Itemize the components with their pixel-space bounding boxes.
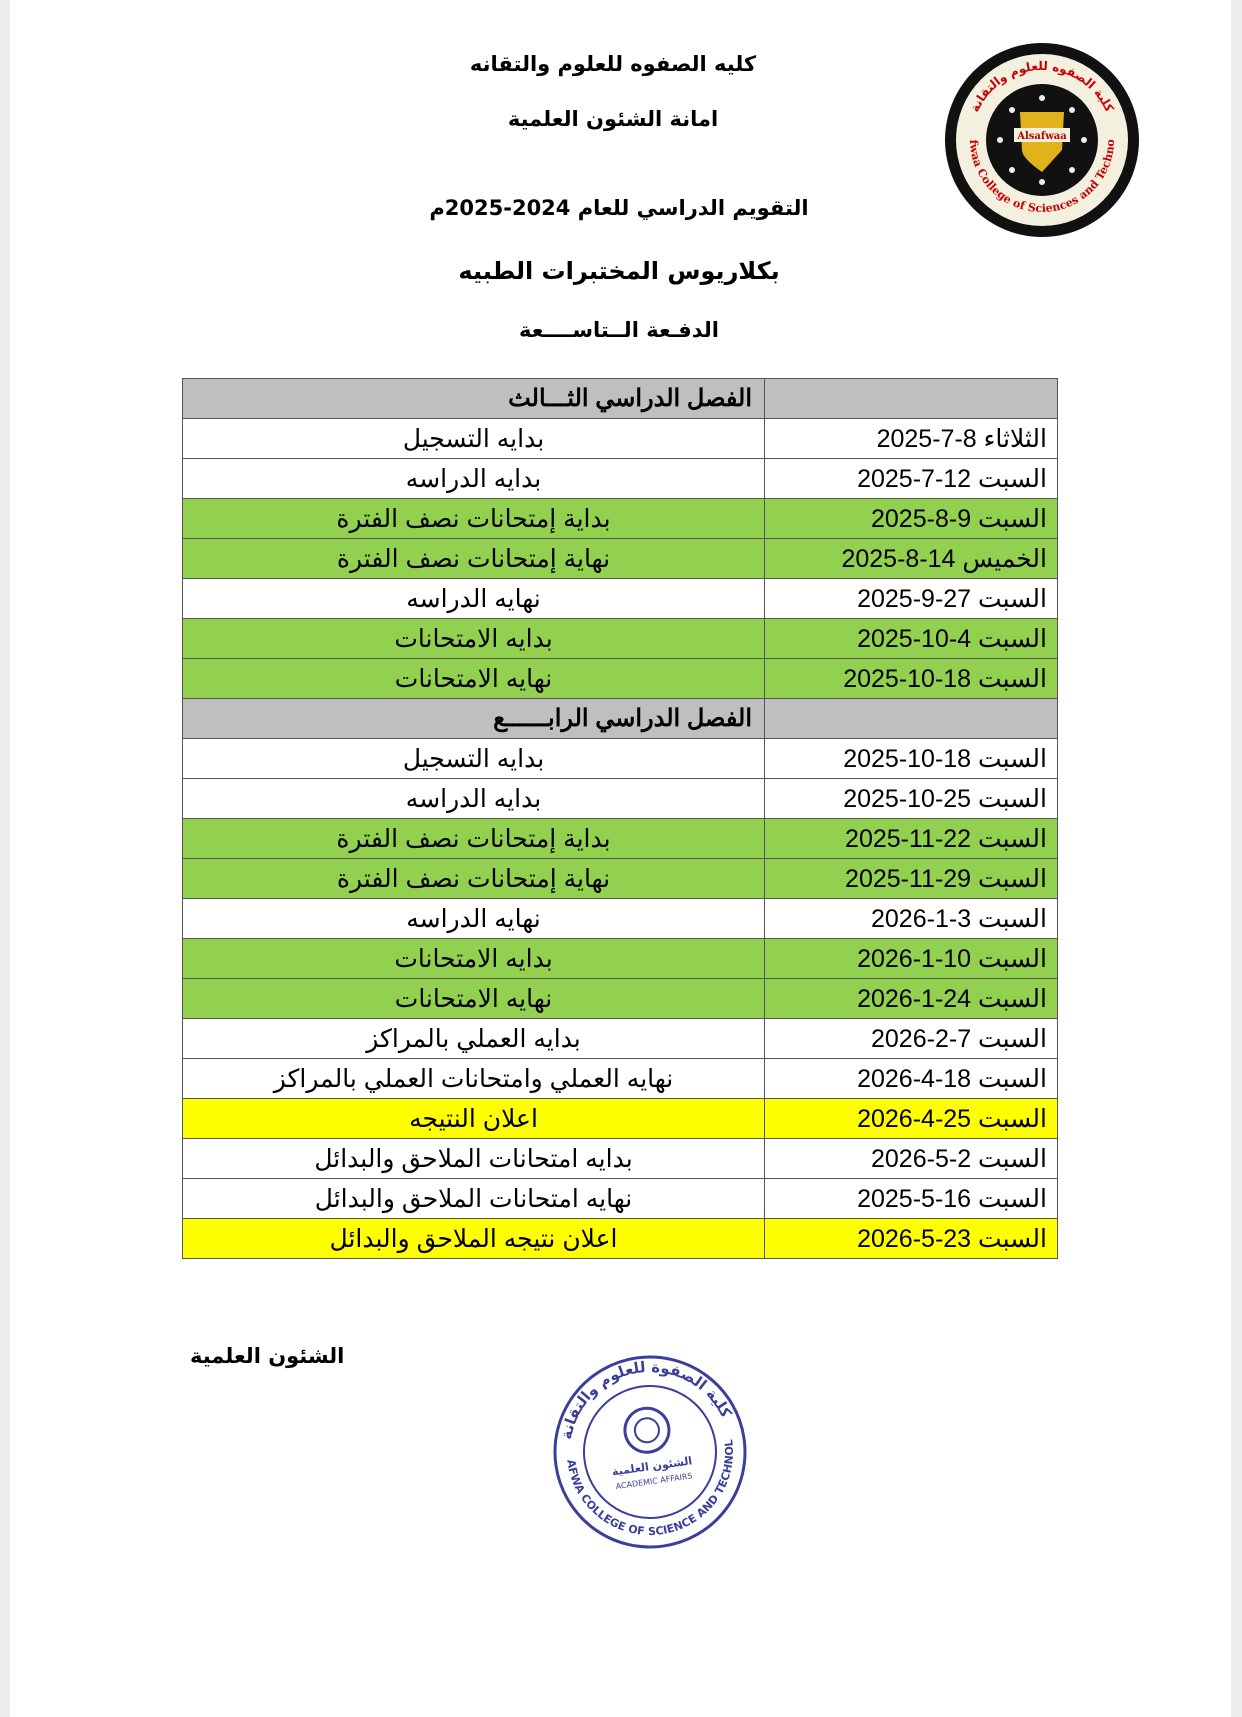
event-cell: بدايه الدراسه <box>182 778 765 819</box>
date-cell: السبت 9-8-2025 <box>764 498 1058 539</box>
table-row: السبت 27-9-2025 نهايه الدراسه <box>182 578 1058 619</box>
table-row: السبت 7-2-2026 بدايه العملي بالمراكز <box>182 1018 1058 1059</box>
date-cell: السبت 24-1-2026 <box>764 978 1058 1019</box>
section-header-empty <box>764 378 1058 419</box>
event-cell: نهاية إمتحانات نصف الفترة <box>182 538 765 579</box>
event-cell: بدايه الامتحانات <box>182 938 765 979</box>
event-cell: نهايه الدراسه <box>182 578 765 619</box>
section-title: الفصل الدراسي الرابــــــع <box>182 698 765 739</box>
date-cell: السبت 18-10-2025 <box>764 658 1058 699</box>
table-row: السبت 23-5-2026 اعلان نتيجه الملاحق والبد… <box>182 1218 1058 1259</box>
event-cell: بداية إمتحانات نصف الفترة <box>182 498 765 539</box>
date-cell: الخميس 14-8-2025 <box>764 538 1058 579</box>
department-name: امانة الشئون العلمية <box>507 107 719 131</box>
date-cell: السبت 27-9-2025 <box>764 578 1058 619</box>
date-cell: السبت 10-1-2026 <box>764 938 1058 979</box>
section-header-empty <box>764 698 1058 739</box>
svg-text:Alsafwaa: Alsafwaa <box>1016 131 1067 142</box>
table-row: السبت 24-1-2026 نهايه الامتحانات <box>182 978 1058 1019</box>
event-cell: نهاية إمتحانات نصف الفترة <box>182 858 765 899</box>
event-cell: نهايه الدراسه <box>182 898 765 939</box>
date-cell: السبت 22-11-2025 <box>764 818 1058 859</box>
table-row: السبت 18-4-2026 نهايه العملي وامتحانات ال… <box>182 1058 1058 1099</box>
table-row: السبت 18-10-2025 نهايه الامتحانات <box>182 658 1058 699</box>
table-row: السبت 25-4-2026 اعلان النتيجه <box>182 1098 1058 1139</box>
date-cell: السبت 29-11-2025 <box>764 858 1058 899</box>
event-cell: بدايه الدراسه <box>182 458 765 499</box>
table-row: السبت 4-10-2025 بدايه الامتحانات <box>182 618 1058 659</box>
table-row: السبت 29-11-2025 نهاية إمتحانات نصف الفتر… <box>182 858 1058 899</box>
table-row: السبت 9-8-2025 بداية إمتحانات نصف الفترة <box>182 498 1058 539</box>
date-cell: السبت 7-2-2026 <box>764 1018 1058 1059</box>
date-cell: السبت 4-10-2025 <box>764 618 1058 659</box>
signature-label: الشئون العلمية <box>190 1344 345 1368</box>
date-cell: السبت 16-5-2025 <box>764 1178 1058 1219</box>
event-cell: بدايه امتحانات الملاحق والبدائل <box>182 1138 765 1179</box>
event-cell: نهايه الامتحانات <box>182 658 765 699</box>
event-cell: نهايه العملي وامتحانات العملي بالمراكز <box>182 1058 765 1099</box>
svg-text:كلية الصفوة للعلوم والتقانة: كلية الصفوة للعلوم والتقانة <box>548 1346 736 1443</box>
date-cell: السبت 2-5-2026 <box>764 1138 1058 1179</box>
date-cell: السبت 25-10-2025 <box>764 778 1058 819</box>
calendar-title: التقويم الدراسي للعام 2024-2025م <box>429 196 809 220</box>
section-header-row: الفصل الدراسي الرابــــــع <box>182 698 1058 739</box>
table-row: السبت 10-1-2026 بدايه الامتحانات <box>182 938 1058 979</box>
table-row: الثلاثاء 8-7-2025 بدايه التسجيل <box>182 418 1058 459</box>
table-row: السبت 12-7-2025 بدايه الدراسه <box>182 458 1058 499</box>
event-cell: بدايه التسجيل <box>182 418 765 459</box>
event-cell: بدايه التسجيل <box>182 738 765 779</box>
date-cell: السبت 18-10-2025 <box>764 738 1058 779</box>
date-cell: السبت 12-7-2025 <box>764 458 1058 499</box>
event-cell: بداية إمتحانات نصف الفترة <box>182 818 765 859</box>
event-cell: اعلان نتيجه الملاحق والبدائل <box>182 1218 765 1259</box>
table-row: السبت 3-1-2026 نهايه الدراسه <box>182 898 1058 939</box>
event-cell: نهايه امتحانات الملاحق والبدائل <box>182 1178 765 1219</box>
batch-name: الدفـعة الــتاســــعة <box>519 318 719 342</box>
program-name: بكلاريوس المختبرات الطبيه <box>458 257 780 285</box>
date-cell: الثلاثاء 8-7-2025 <box>764 418 1058 459</box>
date-cell: السبت 25-4-2026 <box>764 1098 1058 1139</box>
academic-calendar-table: الفصل الدراسي الثـــالث الثلاثاء 8-7-2025… <box>182 378 1058 1259</box>
event-cell: بدايه العملي بالمراكز <box>182 1018 765 1059</box>
event-cell: بدايه الامتحانات <box>182 618 765 659</box>
section-title: الفصل الدراسي الثـــالث <box>182 378 765 419</box>
college-logo: Alsafwaa Alsafwaa College of Sciences an… <box>942 40 1139 237</box>
date-cell: السبت 18-4-2026 <box>764 1058 1058 1099</box>
date-cell: السبت 3-1-2026 <box>764 898 1058 939</box>
event-cell: اعلان النتيجه <box>182 1098 765 1139</box>
section-header-row: الفصل الدراسي الثـــالث <box>182 378 1058 419</box>
event-cell: نهايه الامتحانات <box>182 978 765 1019</box>
table-row: السبت 16-5-2025 نهايه امتحانات الملاحق وا… <box>182 1178 1058 1219</box>
academic-affairs-stamp: كلية الصفوة للعلوم والتقانة ALSAFWA COLL… <box>532 1338 747 1552</box>
college-name: كليه الصفوه للعلوم والتقانه <box>469 52 757 76</box>
table-row: الخميس 14-8-2025 نهاية إمتحانات نصف الفتر… <box>182 538 1058 579</box>
table-row: السبت 25-10-2025 بدايه الدراسه <box>182 778 1058 819</box>
table-row: السبت 2-5-2026 بدايه امتحانات الملاحق وال… <box>182 1138 1058 1179</box>
date-cell: السبت 23-5-2026 <box>764 1218 1058 1259</box>
table-row: السبت 18-10-2025 بدايه التسجيل <box>182 738 1058 779</box>
table-row: السبت 22-11-2025 بداية إمتحانات نصف الفتر… <box>182 818 1058 859</box>
